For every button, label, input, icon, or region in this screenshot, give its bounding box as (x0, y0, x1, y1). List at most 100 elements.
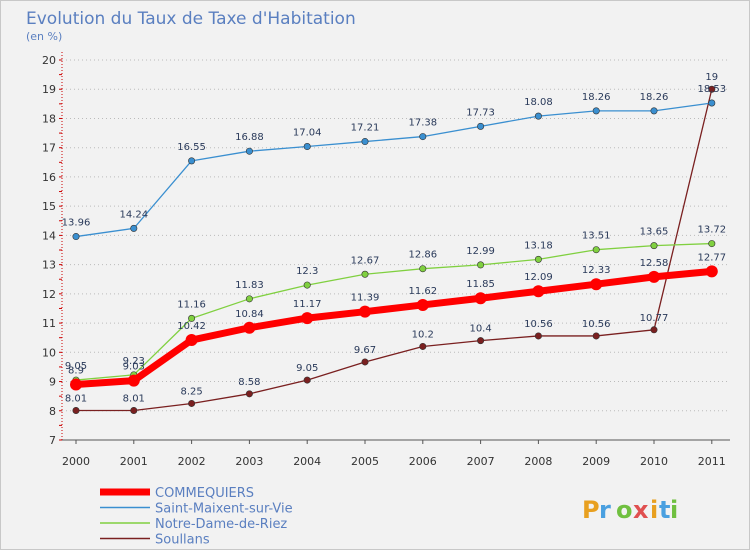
x-tick-label: 2010 (640, 455, 668, 468)
logo-letter: o (616, 496, 633, 524)
data-label: 8.25 (180, 386, 202, 397)
y-tick-label: 10 (42, 346, 56, 359)
data-point (130, 406, 138, 414)
data-point (590, 278, 603, 291)
data-point (130, 224, 138, 232)
legend: COMMEQUIERSSaint-Maixent-sur-VieNotre-Da… (100, 486, 293, 548)
x-tick-label: 2003 (235, 455, 263, 468)
data-label: 18.26 (582, 92, 611, 103)
data-point (416, 298, 429, 311)
axes: 7 8 9 10 11 12 13 14 15 16 17 18 19 20 2000 2001 2002 200… (42, 52, 730, 468)
x-tick-label: 2005 (351, 455, 379, 468)
series-line-notre-dame-de-riez (75, 242, 713, 381)
data-point (592, 107, 600, 115)
data-point (188, 157, 196, 165)
y-tick-label: 9 (49, 376, 56, 389)
data-label: 11.62 (408, 286, 437, 297)
data-label: 8.01 (123, 393, 145, 404)
data-point (72, 406, 80, 414)
logo-letter: r (599, 496, 611, 524)
x-tick-label: 2009 (582, 455, 610, 468)
data-point (361, 358, 369, 366)
data-point (474, 292, 487, 305)
data-point (188, 399, 196, 407)
data-label: 10.2 (412, 329, 434, 340)
data-point (650, 242, 658, 250)
y-tick-label: 13 (42, 259, 56, 272)
data-point (592, 332, 600, 340)
data-point (477, 261, 485, 269)
y-axis-unit: (en %) (26, 30, 62, 43)
data-label: 13.18 (524, 240, 553, 251)
data-point (243, 321, 256, 334)
data-label: 17.21 (351, 123, 380, 134)
y-tick-label: 15 (42, 200, 56, 213)
data-label: 10.77 (640, 313, 669, 324)
legend-label: Notre-Dame-de-Riez (155, 517, 287, 532)
y-tick-label: 14 (42, 229, 56, 242)
data-point (705, 265, 718, 278)
data-labels: 8.9 9.03 10.42 10.84 11.17 11.39 11.62 11.85 12.… (62, 72, 726, 404)
data-label: 12.99 (466, 246, 495, 257)
data-label: 12.58 (640, 258, 669, 269)
data-label: 18.26 (640, 92, 669, 103)
x-tick-label: 2008 (524, 455, 552, 468)
data-label: 11.39 (351, 293, 380, 304)
logo-letter: P (582, 496, 600, 524)
data-point (650, 107, 658, 115)
data-point (188, 314, 196, 322)
data-point (534, 332, 542, 340)
data-point (708, 85, 716, 93)
data-point (477, 337, 485, 345)
data-label: 10.4 (469, 324, 491, 335)
y-tick-label: 12 (42, 288, 56, 301)
x-tick-label: 2004 (293, 455, 321, 468)
grid (62, 59, 730, 412)
data-label: 12.33 (582, 265, 611, 276)
data-label: 13.51 (582, 231, 611, 242)
data-label: 9.05 (296, 363, 318, 374)
data-label: 13.65 (640, 227, 669, 238)
data-label: 18.08 (524, 97, 553, 108)
data-label: 18.53 (697, 84, 726, 95)
data-point (477, 122, 485, 130)
data-label: 12.86 (408, 250, 437, 261)
data-label: 12.67 (351, 255, 380, 266)
data-label: 9.23 (123, 356, 145, 367)
legend-label: Saint-Maixent-sur-Vie (155, 502, 293, 517)
data-label: 12.3 (296, 266, 318, 277)
data-point (303, 376, 311, 384)
y-tick-label: 19 (42, 83, 56, 96)
data-point (72, 233, 80, 241)
x-tick-label: 2011 (698, 455, 726, 468)
data-label: 13.96 (62, 218, 91, 229)
data-label: 10.42 (177, 321, 206, 332)
data-label: 9.67 (354, 345, 376, 356)
data-point (592, 246, 600, 254)
data-point (532, 285, 545, 298)
data-label: 11.16 (177, 299, 206, 310)
data-point (419, 265, 427, 273)
data-label: 12.09 (524, 272, 553, 283)
data-point (245, 390, 253, 398)
data-label: 17.04 (293, 128, 322, 139)
y-tick-label: 7 (49, 434, 56, 447)
data-point (419, 133, 427, 141)
data-point (245, 295, 253, 303)
series-line-commequiers (72, 267, 716, 388)
y-tick-label: 17 (42, 142, 56, 155)
series-line-saint-maixent-sur-vie (75, 102, 713, 238)
data-point (303, 143, 311, 151)
data-point (245, 147, 253, 155)
logo-letter: i (650, 496, 658, 524)
data-label: 16.55 (177, 142, 206, 153)
series-group (70, 85, 718, 414)
data-label: 10.56 (524, 319, 553, 330)
data-point (185, 334, 198, 347)
data-point (650, 326, 658, 334)
data-label: 13.72 (697, 225, 726, 236)
data-label: 9.05 (65, 361, 87, 372)
